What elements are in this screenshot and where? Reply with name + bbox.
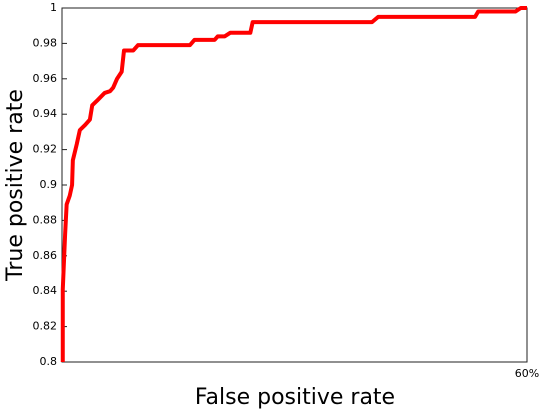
plot-frame — [61, 7, 528, 363]
y-tick-label: 0.86 — [33, 249, 58, 262]
y-tick-label: 1 — [50, 1, 57, 14]
x-tick-label: 60% — [515, 367, 539, 380]
y-tick-label: 0.8 — [40, 355, 58, 368]
y-tick-label: 0.94 — [33, 107, 58, 120]
roc-line — [60, 6, 527, 362]
y-tick-label: 0.96 — [33, 72, 58, 85]
y-axis-label: True positive rate — [3, 89, 28, 282]
y-tick-label: 0.84 — [33, 284, 58, 297]
y-tick-label: 0.98 — [33, 36, 58, 49]
x-axis-label: False positive rate — [195, 385, 395, 410]
y-tick-label: 0.9 — [40, 178, 58, 191]
y-tick-label: 0.82 — [33, 320, 58, 333]
y-tick-label: 0.88 — [33, 213, 58, 226]
y-tick-label: 0.92 — [33, 143, 58, 156]
